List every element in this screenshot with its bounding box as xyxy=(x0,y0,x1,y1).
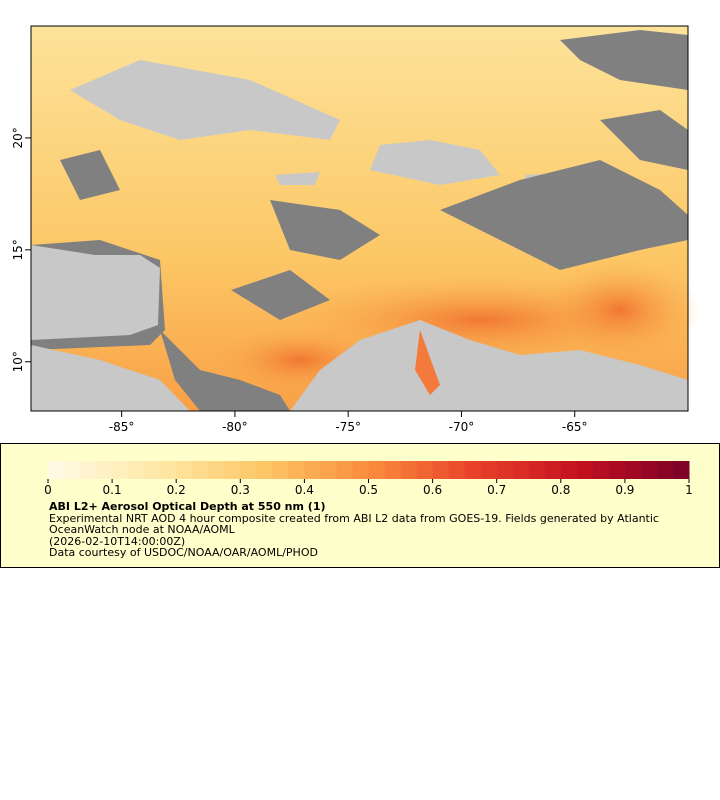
colorbar-swatch xyxy=(192,461,209,479)
colorbar-swatch xyxy=(352,461,369,479)
colorbar-swatch xyxy=(528,461,546,479)
colorbar-swatch xyxy=(464,461,482,479)
colorbar-tick-label: 0.8 xyxy=(551,483,570,497)
colorbar-swatch xyxy=(448,461,466,479)
x-tick-label: -70° xyxy=(449,420,475,434)
colorbar-swatch xyxy=(272,461,289,479)
colorbar-swatch xyxy=(256,461,273,479)
colorbar-swatch xyxy=(672,461,690,479)
colorbar-tick-label: 0.7 xyxy=(487,483,506,497)
colorbar-tick-label: 0.6 xyxy=(423,483,442,497)
colorbar-swatch xyxy=(160,461,177,479)
colorbar-swatch xyxy=(656,461,674,479)
colorbar-swatch xyxy=(208,461,225,479)
colorbar-swatch xyxy=(320,461,337,479)
colorbar-swatch xyxy=(384,461,402,479)
colorbar-swatch xyxy=(576,461,594,479)
legend-description: Experimental NRT AOD 4 hour composite cr… xyxy=(49,511,659,536)
colorbar-swatch xyxy=(64,461,81,479)
colorbar: 0 0.1 0.2 0.3 0.4 0.5 0.6 0.7 0.8 0.9 1 xyxy=(44,461,693,497)
colorbar-swatch xyxy=(240,461,257,479)
y-tick-label: 10° xyxy=(11,351,25,372)
colorbar-swatch xyxy=(512,461,530,479)
colorbar-swatch xyxy=(288,461,305,479)
colorbar-swatch xyxy=(96,461,113,479)
colorbar-swatch xyxy=(640,461,658,479)
colorbar-tick-label: 0.9 xyxy=(615,483,634,497)
colorbar-swatch xyxy=(544,461,562,479)
legend-text: ABI L2+ Aerosol Optical Depth at 550 nm … xyxy=(49,501,689,559)
legend-time: (2026-02-10T14:00:00Z) xyxy=(49,534,186,548)
colorbar-swatch xyxy=(480,461,498,479)
legend: 0 0.1 0.2 0.3 0.4 0.5 0.6 0.7 0.8 0.9 1 ABI L2+ Ae… xyxy=(0,443,720,568)
colorbar-tick-label: 1 xyxy=(685,483,693,497)
y-tick-label: 20° xyxy=(11,127,25,148)
map: -85° -80° -75° -70° -65° 10° 15° 20° xyxy=(11,25,700,434)
colorbar-swatch xyxy=(592,461,610,479)
colorbar-swatch xyxy=(48,461,65,479)
colorbar-tick-label: 0 xyxy=(44,483,52,497)
colorbar-tick-label: 0.3 xyxy=(231,483,250,497)
x-tick-label: -75° xyxy=(335,420,361,434)
colorbar-tick-label: 0.1 xyxy=(103,483,122,497)
colorbar-swatch xyxy=(80,461,97,479)
x-tick-label: -65° xyxy=(562,420,588,434)
map-frame xyxy=(30,25,689,412)
colorbar-tick-label: 0.5 xyxy=(359,483,378,497)
x-tick-label: -80° xyxy=(222,420,248,434)
colorbar-swatch xyxy=(416,461,434,479)
colorbar-swatch xyxy=(624,461,642,479)
y-tick-label: 15° xyxy=(11,239,25,260)
x-tick-label: -85° xyxy=(109,420,135,434)
colorbar-swatch xyxy=(432,461,450,479)
colorbar-swatch xyxy=(144,461,161,479)
colorbar-swatch xyxy=(400,461,418,479)
colorbar-swatch xyxy=(608,461,626,479)
legend-credit: Data courtesy of USDOC/NOAA/OAR/AOML/PHO… xyxy=(49,546,318,559)
colorbar-swatch xyxy=(176,461,193,479)
colorbar-swatch xyxy=(336,461,353,479)
colorbar-swatch xyxy=(224,461,241,479)
colorbar-swatch xyxy=(368,461,386,479)
map-image xyxy=(31,26,700,411)
colorbar-swatch xyxy=(112,461,129,479)
colorbar-swatch xyxy=(560,461,578,479)
colorbar-tick-label: 0.2 xyxy=(167,483,186,497)
colorbar-swatch xyxy=(304,461,321,479)
colorbar-swatch xyxy=(128,461,145,479)
colorbar-swatch xyxy=(496,461,514,479)
colorbar-tick-label: 0.4 xyxy=(295,483,314,497)
legend-title: ABI L2+ Aerosol Optical Depth at 550 nm … xyxy=(49,500,326,513)
